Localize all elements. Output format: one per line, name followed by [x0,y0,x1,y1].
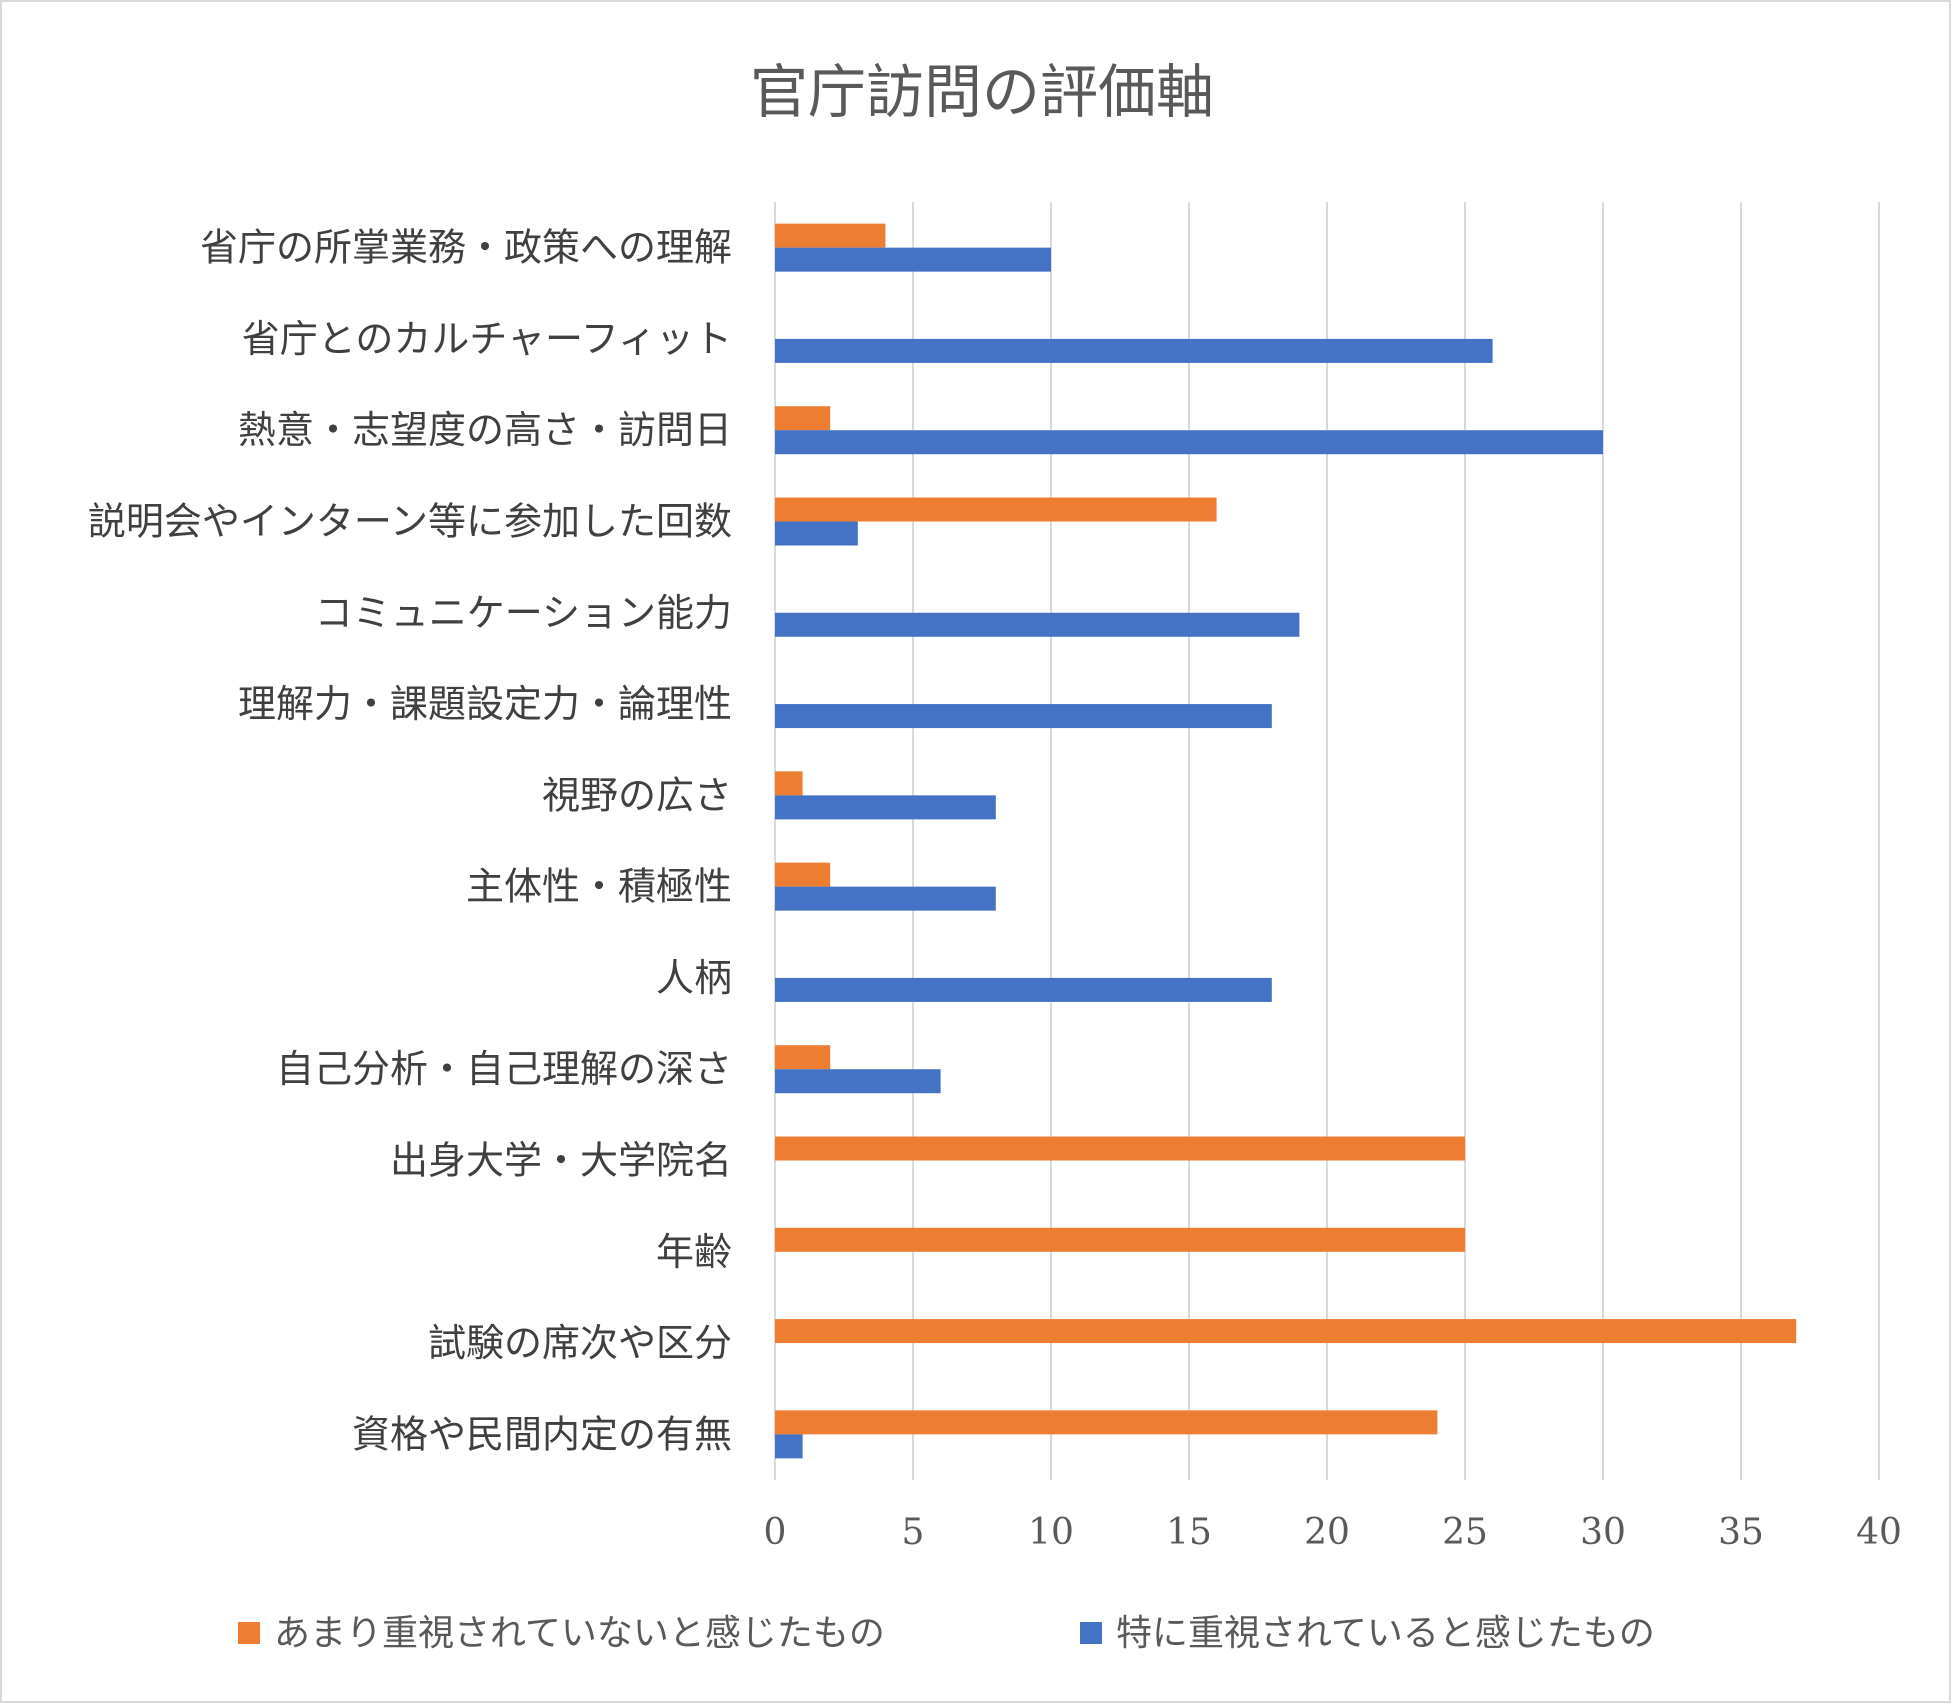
bar-not-emphasized [775,223,886,248]
bars [775,223,1797,1459]
category-label: 出身大学・大学院名 [390,1139,732,1183]
category-label: 資格や民間内定の有無 [352,1412,732,1456]
legend-swatch [1080,1622,1102,1644]
bar-emphasized [775,795,996,820]
category-label: 自己分析・自己理解の深さ [276,1047,732,1091]
x-tick-label: 15 [1166,1512,1212,1553]
bar-not-emphasized [775,771,803,796]
bar-emphasized [775,1434,803,1459]
category-label: 試験の席次や区分 [428,1321,732,1365]
category-label: 視野の広さ [542,773,732,817]
legend-swatch [238,1622,260,1644]
bar-not-emphasized [775,1410,1438,1435]
bar-emphasized [775,886,996,911]
x-tick-label: 35 [1718,1512,1764,1553]
bar-emphasized [775,704,1272,729]
category-label: 説明会やインターン等に参加した回数 [88,500,732,544]
x-axis-tick-labels: 0 5 10 15 20 25 30 35 40 [764,1512,1902,1553]
category-label: 人柄 [656,956,732,1000]
x-tick-label: 20 [1304,1512,1350,1553]
category-label: 省庁とのカルチャーフィット [242,317,732,361]
x-tick-label: 40 [1856,1512,1902,1553]
category-label: 理解力・課題設定力・論理性 [238,682,732,726]
category-label: 主体性・積極性 [466,865,732,909]
bar-not-emphasized [775,406,831,431]
x-tick-label: 0 [764,1512,787,1553]
category-label: コミュニケーション能力 [315,591,732,635]
category-label: 年齢 [656,1230,732,1274]
legend: あまり重視されていないと感じたもの 特に重視されていると感じたもの [238,1613,1655,1654]
chart-title: 官庁訪問の評価軸 [750,58,1214,126]
x-tick-label: 10 [1028,1512,1074,1553]
bar-emphasized [775,977,1272,1002]
bar-emphasized [775,247,1051,272]
bar-not-emphasized [775,1136,1465,1161]
bar-emphasized [775,521,858,546]
category-label: 省庁の所掌業務・政策への理解 [200,226,732,270]
bar-emphasized [775,430,1603,455]
legend-label: あまり重視されていないと感じたもの [274,1613,885,1654]
bar-emphasized [775,338,1493,363]
bar-emphasized [775,612,1300,637]
legend-label: 特に重視されていると感じたもの [1116,1613,1655,1654]
bar-emphasized [775,1069,941,1094]
bar-not-emphasized [775,1227,1465,1252]
bar-not-emphasized [775,1319,1797,1344]
x-tick-label: 25 [1442,1512,1488,1553]
x-tick-label: 5 [902,1512,925,1553]
bar-not-emphasized [775,862,831,887]
x-tick-label: 30 [1580,1512,1626,1553]
gridlines [774,202,1880,1480]
bar-not-emphasized [775,1045,831,1070]
bar-not-emphasized [775,497,1217,522]
category-labels: 省庁の所掌業務・政策への理解省庁とのカルチャーフィット熱意・志望度の高さ・訪問日… [88,226,732,1457]
category-label: 熱意・志望度の高さ・訪問日 [238,408,732,452]
